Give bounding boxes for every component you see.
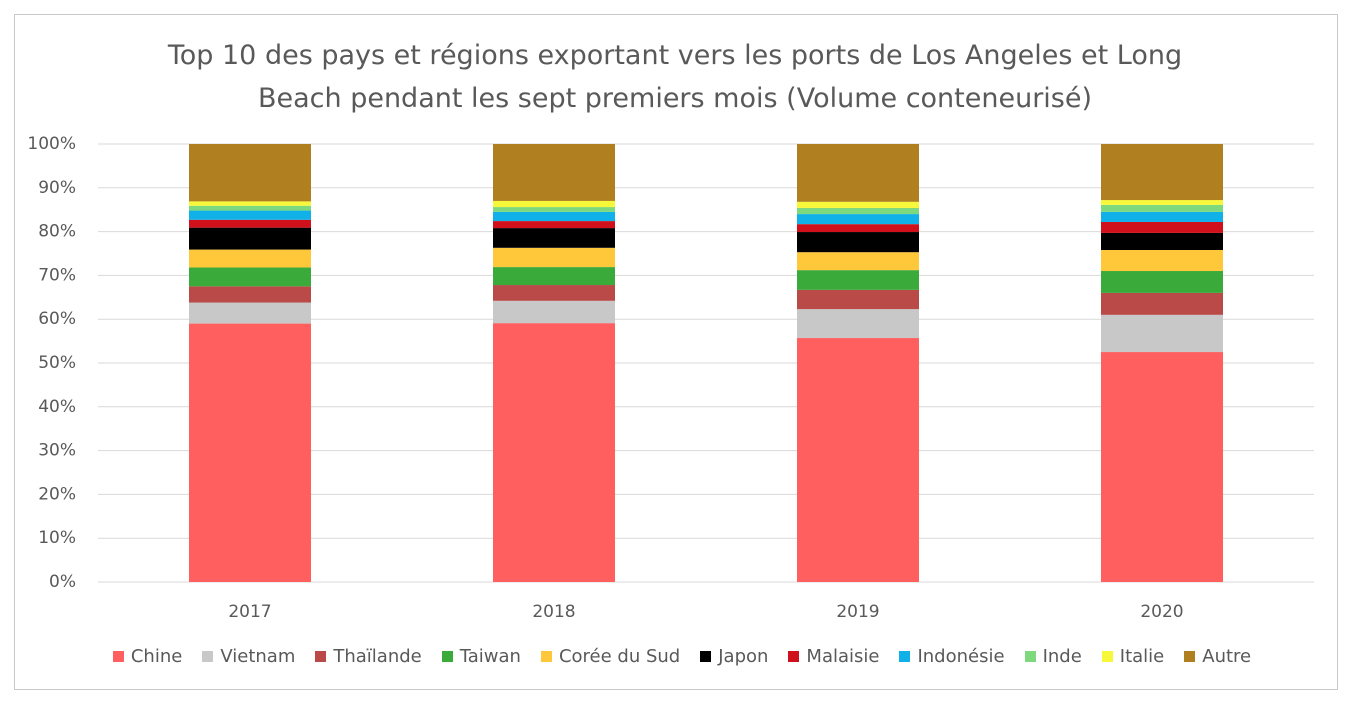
x-tick-label: 2019	[836, 602, 879, 622]
x-tick-label: 2017	[228, 602, 271, 622]
bar-segment	[493, 323, 615, 582]
y-tick-label: 50%	[38, 353, 76, 373]
legend-item: Japon	[700, 646, 768, 667]
x-tick-label: 2018	[532, 602, 575, 622]
bar-segment	[493, 200, 615, 208]
legend-swatch	[112, 651, 124, 662]
y-tick-label: 90%	[38, 178, 76, 198]
bar-segment	[797, 214, 919, 225]
bar-segment	[797, 232, 919, 253]
legend-item: Taiwan	[441, 646, 521, 667]
legend-item: Italie	[1101, 646, 1165, 667]
bar-segment	[493, 267, 615, 286]
legend-item: Corée du Sud	[540, 646, 681, 667]
x-tick-label: 2020	[1140, 602, 1183, 622]
bar-segment	[797, 338, 919, 582]
bar-segment	[797, 207, 919, 215]
legend-item: Autre	[1184, 646, 1251, 667]
bar-segment	[797, 252, 919, 271]
legend-swatch	[1101, 651, 1113, 662]
y-tick-label: 0%	[49, 572, 76, 592]
legend-swatch	[788, 651, 800, 662]
y-tick-label: 60%	[38, 309, 76, 329]
bar-segment	[1101, 200, 1223, 205]
y-tick-label: 40%	[38, 397, 76, 417]
bar-segment	[1101, 232, 1223, 250]
legend-label: Chine	[130, 646, 183, 667]
legend-label: Indonésie	[917, 646, 1005, 667]
legend-item: Vietnam	[202, 646, 295, 667]
y-tick-label: 20%	[38, 484, 76, 504]
bar-segment	[1101, 249, 1223, 272]
bar-segment	[797, 309, 919, 339]
bar-segment	[189, 227, 311, 250]
bar-segment	[1101, 221, 1223, 233]
bar-segment	[493, 285, 615, 301]
legend-item: Thaïlande	[315, 646, 422, 667]
bar-segment	[189, 210, 311, 220]
bar-segment	[189, 249, 311, 268]
legend-swatch	[700, 651, 712, 662]
legend-swatch	[540, 651, 552, 662]
bar-segment	[493, 144, 615, 201]
bar-segment	[189, 201, 311, 206]
bar-segment	[189, 267, 311, 287]
bar-segment	[797, 144, 919, 202]
chart-frame	[14, 14, 1338, 690]
legend-label: Vietnam	[220, 646, 296, 667]
bar-segment	[493, 207, 615, 212]
bar-segment	[493, 300, 615, 324]
y-tick-label: 70%	[38, 265, 76, 285]
bar-segment	[797, 270, 919, 290]
y-tick-label: 80%	[38, 222, 76, 242]
bar-segment	[1101, 314, 1223, 353]
bar-segment	[189, 144, 311, 202]
bar-segment	[797, 224, 919, 233]
legend-swatch	[202, 651, 214, 662]
bar-segment	[1101, 292, 1223, 315]
bar-segment	[189, 302, 311, 324]
bar-segment	[797, 201, 919, 208]
legend-label: Thaïlande	[333, 646, 422, 667]
legend: Chine Vietnam Thaïlande Taiwan Corée du Sud J…	[0, 646, 1364, 667]
bar-segment	[189, 205, 311, 211]
y-tick-label: 10%	[38, 528, 76, 548]
bar-segment	[1101, 211, 1223, 222]
legend-label: Italie	[1119, 646, 1165, 667]
legend-label: Taiwan	[459, 646, 521, 667]
legend-label: Japon	[718, 646, 769, 667]
chart-title: Top 10 des pays et régions exportant ver…	[167, 40, 1183, 114]
y-tick-label: 100%	[27, 134, 76, 154]
legend-item: Indonésie	[899, 646, 1005, 667]
bar-segment	[493, 228, 615, 248]
bar-segment	[493, 211, 615, 222]
legend-label: Corée du Sud	[558, 646, 681, 667]
legend-swatch	[899, 651, 911, 662]
bar-segment	[1101, 204, 1223, 212]
legend-label: Autre	[1202, 646, 1252, 667]
legend-item: Chine	[112, 646, 183, 667]
legend-item: Inde	[1024, 646, 1082, 667]
bar-segment	[1101, 144, 1223, 201]
legend-swatch	[441, 651, 453, 662]
legend-swatch	[1184, 651, 1196, 662]
bar-segment	[1101, 352, 1223, 582]
bar-segment	[189, 286, 311, 303]
bar-segment	[493, 221, 615, 229]
bar-segment	[797, 289, 919, 310]
legend-item: Malaisie	[788, 646, 879, 667]
bar-segment	[189, 323, 311, 582]
legend-label: Malaisie	[806, 646, 880, 667]
bar-segment	[493, 247, 615, 268]
bar-segment	[1101, 271, 1223, 293]
legend-swatch	[1024, 651, 1036, 662]
y-tick-label: 30%	[38, 441, 76, 461]
legend-label: Inde	[1042, 646, 1082, 667]
legend-swatch	[315, 651, 327, 662]
bar-segment	[189, 219, 311, 228]
